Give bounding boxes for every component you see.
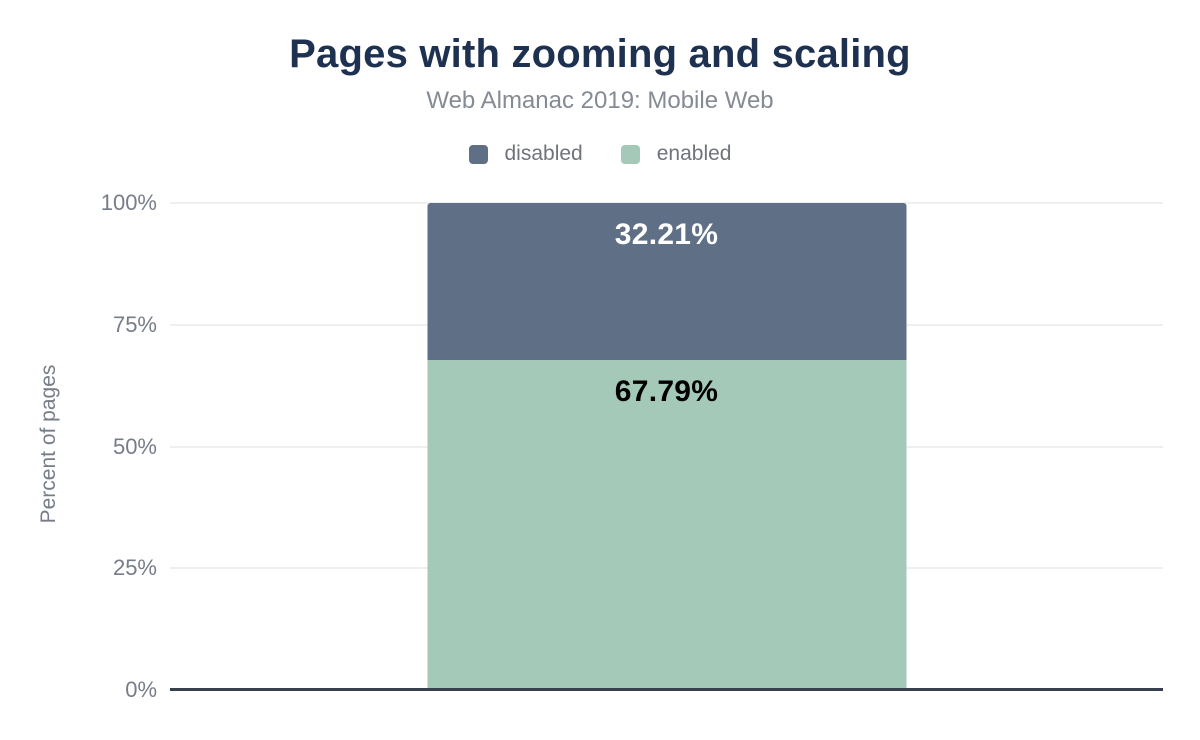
x-axis-baseline	[170, 688, 1163, 691]
legend-label-enabled: enabled	[656, 142, 732, 165]
stacked-bar: 32.21% 67.79%	[427, 203, 906, 690]
page-title: Pages with zooming and scaling	[289, 32, 911, 76]
bar-label-enabled: 67.79%	[614, 374, 719, 408]
y-axis-title: Percent of pages	[37, 364, 60, 524]
legend-item-enabled: enabled	[620, 142, 732, 166]
y-tick-label-75: 75%	[112, 311, 157, 337]
legend-item-disabled: disabled	[468, 142, 583, 166]
y-tick-label-50: 50%	[112, 433, 157, 459]
bar-segment-disabled: 32.21%	[427, 203, 906, 360]
bar-segment-enabled: 67.79%	[427, 359, 906, 690]
bar-label-disabled: 32.21%	[614, 218, 719, 251]
page-subtitle: Web Almanac 2019: Mobile Web	[426, 87, 774, 114]
y-tick-label-25: 25%	[112, 555, 157, 581]
legend-swatch-enabled	[620, 144, 640, 164]
y-tick-label-100: 100%	[100, 190, 157, 215]
legend-swatch-disabled	[468, 144, 488, 164]
legend-label-disabled: disabled	[504, 142, 583, 165]
legend: disabled enabled	[0, 142, 1200, 166]
plot-area: 32.21% 67.79%	[170, 202, 1163, 691]
y-axis-tick-labels: 100% 75% 50% 25% 0%	[0, 190, 157, 702]
y-tick-label-0: 0%	[125, 677, 157, 702]
